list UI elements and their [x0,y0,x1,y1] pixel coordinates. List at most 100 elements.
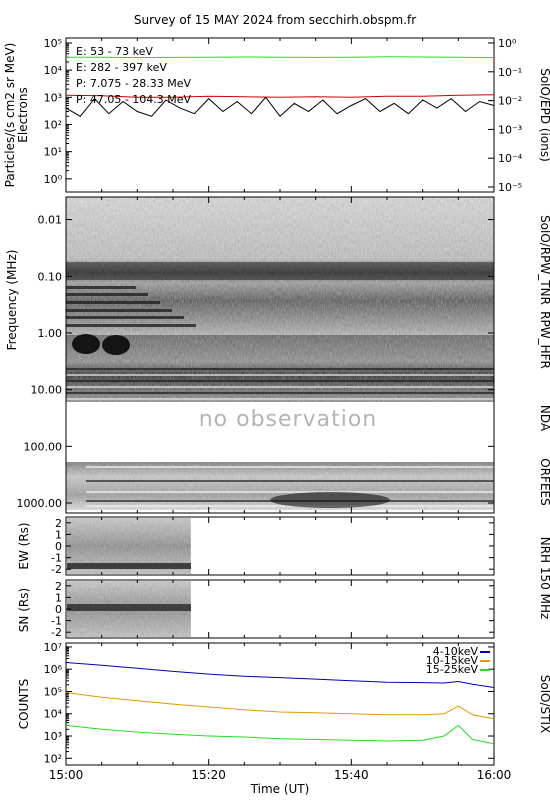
tnr-stripe [66,293,148,296]
nrh-tick-label: 1 [55,591,62,604]
spectrogram-ticks: 0.01 0.10 1.00 10.00 100.00 1000.00 [17,214,494,510]
nrh-sn-dark-band [67,604,191,611]
nrh-tick-label: -2 [51,626,62,639]
nrh-right-label: NRH 150 MHz [538,537,550,620]
epd-left-tick-label: 10⁴ [44,64,63,77]
epd-left-tick-label: 10⁵ [44,37,62,50]
epd-ylabel-2: Electrons [16,87,30,142]
x-tick-label: 16:00 [477,768,512,782]
orfees-stripe [86,505,494,507]
nrh-tick-label: 1 [55,528,62,541]
stix-legend-entry: 10-15keV [426,654,479,667]
epd-legend-entry: P: 47.05 - 104.3 MeV [76,93,192,106]
stix-lines [65,662,495,745]
stix-tick-label: 10³ [44,730,62,743]
orfees-dark-region [270,492,390,508]
x-tick-label: 15:40 [334,768,369,782]
figure-title: Survey of 15 MAY 2024 from secchirh.obsp… [134,13,416,27]
nda-label: NDA [538,405,550,432]
epd-right-tick-label: 10⁻⁴ [498,152,523,165]
hfr-stripe [66,398,494,400]
epd-left-ticks: 10⁰ 10¹ 10² 10³ 10⁴ 10⁵ [44,37,72,186]
epd-lines [65,56,495,118]
stix-series-line [65,662,495,688]
epd-series-line [65,96,495,118]
nrh-ew-ticks: 210-1-2 [51,517,494,576]
epd-right-tick-label: 10⁰ [498,37,517,50]
nrh-tick-label: -1 [51,552,62,565]
tnr-stripe [66,309,172,312]
epd-legend-entry: E: 53 - 73 keV [76,45,153,58]
tnr-stripe [66,301,160,304]
stix-panel: 10² 10³ 10⁴ 10⁵ 10⁶ 10⁷ 4-10keV10-15keV15-25k… [17,641,550,766]
spectrogram-panel: no observation 0.01 0.10 1.00 10.00 100.00 10… [5,196,550,514]
nrh-tick-label: 0 [55,540,62,553]
no-observation-label: no observation [199,407,378,432]
nrh-tick-label: 0 [55,603,62,616]
stix-frame [65,642,495,766]
hfr-stripe [66,374,494,376]
nrh-sn-ticks: 210-1-2 [51,580,494,639]
epd-left-tick-label: 10² [44,118,62,131]
stix-legend-entry: 15-25keV [426,663,479,676]
epd-left-tick-label: 10⁰ [44,173,63,186]
x-axis-label: Time (UT) [250,782,310,796]
spectrogram-tick-label: 100.00 [24,440,63,453]
stix-ticks: 10² 10³ 10⁴ 10⁵ 10⁶ 10⁷ [44,641,494,765]
stix-series-line [65,724,495,745]
hfr-stripe [66,386,494,388]
epd-right-label: SolO/EPD (ions) [538,68,550,162]
epd-series-line [66,56,495,59]
spectrogram-tick-label: 1000.00 [17,497,63,510]
epd-legend-entry: E: 282 - 397 keV [76,61,167,74]
tnr-stripes [66,286,196,327]
stix-tick-label: 10² [44,752,62,765]
spectrogram-tick-label: 1.00 [38,327,63,340]
spectrogram-tick-label: 0.10 [38,270,63,283]
stix-series-line [65,692,495,720]
orfees-label: ORFEES [538,458,550,505]
x-tick-label: 15:20 [191,768,226,782]
epd-legend: E: 53 - 73 keV E: 282 - 397 keV P: 7.075 -… [76,45,192,106]
epd-right-tick-label: 10⁻¹ [498,66,522,79]
stix-tick-label: 10⁶ [44,663,63,676]
epd-ylabel: Particles/(s cm2 sr MeV) [3,43,17,188]
spectrogram-ylabel: Frequency (MHz) [5,250,19,351]
nrh-tick-label: -1 [51,615,62,628]
x-axis-ticks: 15:00 15:20 15:40 16:00 [49,38,512,782]
nrh-sn-ylabel: SN (Rs) [17,588,31,632]
hfr-burst-2 [102,335,130,355]
epd-right-tick-label: 10⁻³ [498,123,522,136]
orfees-stripe [86,466,494,468]
epd-right-tick-label: 10⁻⁵ [498,181,522,194]
nrh-sn-panel: 210-1-2 SN (Rs) [17,579,495,639]
stix-ylabel: COUNTS [17,679,31,730]
hfr-stripe [66,392,494,394]
epd-right-ticks: 10⁻⁵ 10⁻⁴ 10⁻³ 10⁻² 10⁻¹ 10⁰ [488,37,523,194]
stix-legend-entry: 4-10keV [433,645,479,658]
epd-right-tick-label: 10⁻² [498,95,522,108]
spectrogram-tick-label: 10.00 [31,384,63,397]
tnr-label: SolO/RPW_TNR [538,215,550,305]
tnr-stripe [66,286,136,289]
nrh-tick-label: 2 [55,580,62,593]
nrh-ew-panel: 210-1-2 EW (Rs) [17,516,495,576]
nrh-ew-dark-band [67,563,191,569]
epd-legend-entry: P: 7.075 - 28.33 MeV [76,77,192,90]
hfr-stripe [66,368,494,370]
tnr-stripe [66,324,196,327]
tnr-stripe [66,316,184,319]
nrh-tick-label: 2 [55,517,62,530]
stix-tick-label: 10⁴ [44,708,63,721]
stix-tick-label: 10⁷ [44,641,62,654]
orfees-stripe [86,480,494,482]
epd-series-line [65,94,495,98]
hfr-stripes [66,368,494,400]
epd-frame [65,37,495,193]
orfees-stripes [86,466,494,508]
hfr-label: RPW_HFR [538,311,550,369]
orfees-stripe [86,491,494,493]
